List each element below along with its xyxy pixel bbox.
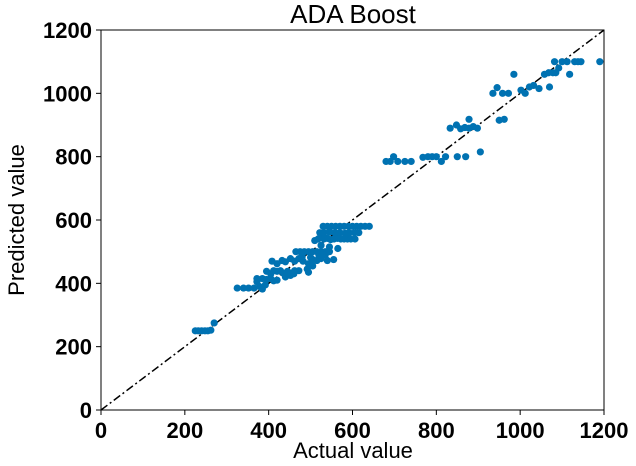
data-point <box>365 222 373 230</box>
data-point <box>321 251 329 259</box>
y-tick-label: 600 <box>55 208 92 233</box>
data-point <box>558 58 566 66</box>
data-point <box>462 153 470 161</box>
y-tick-label: 0 <box>80 398 92 423</box>
y-axis-label: Predicted value <box>4 144 29 296</box>
data-point <box>325 243 334 251</box>
points-layer <box>191 58 604 335</box>
data-point <box>389 153 398 161</box>
data-point <box>453 153 461 161</box>
data-point <box>555 64 563 72</box>
data-point <box>566 70 574 78</box>
data-point <box>432 153 440 161</box>
data-point <box>351 235 359 243</box>
x-axis-ticks: 0 200 400 600 800 1000 1200 <box>95 410 629 443</box>
data-point <box>331 229 339 237</box>
data-point <box>345 229 353 237</box>
data-point <box>253 274 261 283</box>
x-tick-label: 1200 <box>580 418 629 443</box>
x-tick-label: 600 <box>334 418 371 443</box>
data-point <box>210 319 218 327</box>
chart-title: ADA Boost <box>290 0 417 29</box>
data-point <box>521 89 529 97</box>
data-point <box>401 157 409 166</box>
data-point <box>317 241 325 249</box>
data-point <box>239 284 248 292</box>
reference-line <box>100 29 605 411</box>
data-point <box>306 253 315 261</box>
data-point <box>473 124 482 132</box>
data-point <box>320 229 328 237</box>
data-point <box>441 153 450 161</box>
x-tick-label: 0 <box>95 418 107 443</box>
data-point <box>250 284 258 292</box>
y-tick-label: 400 <box>55 271 92 296</box>
data-point <box>261 281 269 289</box>
data-point <box>535 84 543 93</box>
y-axis-ticks: 0 200 400 600 800 1000 1200 <box>43 18 101 423</box>
y-tick-label: 800 <box>55 145 92 170</box>
data-point <box>465 115 473 123</box>
data-point <box>498 89 507 97</box>
data-point <box>550 58 559 66</box>
y-tick-label: 1200 <box>43 18 92 43</box>
data-point <box>493 84 501 92</box>
data-point <box>304 268 313 276</box>
x-tick-label: 800 <box>418 418 455 443</box>
data-point <box>596 58 604 66</box>
data-point <box>298 252 306 261</box>
data-point <box>233 284 241 292</box>
data-point <box>244 284 253 292</box>
data-point <box>510 70 518 78</box>
x-axis-label: Actual value <box>293 438 413 463</box>
data-point <box>334 244 342 253</box>
y-tick-label: 200 <box>55 335 92 360</box>
x-tick-label: 200 <box>166 418 203 443</box>
data-point <box>330 255 338 264</box>
plot-area <box>100 29 605 411</box>
data-point <box>577 58 585 66</box>
data-point <box>407 157 415 166</box>
data-point <box>323 256 331 265</box>
data-point <box>394 157 402 166</box>
data-point <box>563 58 571 66</box>
x-tick-label: 1000 <box>496 418 545 443</box>
data-point <box>207 326 215 334</box>
data-point <box>529 81 538 90</box>
data-point <box>437 157 445 166</box>
data-point <box>504 89 513 97</box>
data-point <box>290 270 298 278</box>
data-point <box>355 229 363 237</box>
data-point <box>446 124 454 132</box>
data-point <box>500 115 508 123</box>
data-point <box>489 89 497 97</box>
x-tick-label: 400 <box>250 418 287 443</box>
data-point <box>545 83 554 91</box>
data-point <box>273 276 281 284</box>
data-point <box>315 251 323 260</box>
y-tick-label: 1000 <box>43 81 92 106</box>
data-point <box>309 262 317 270</box>
data-point <box>476 148 484 156</box>
data-point <box>325 228 334 236</box>
